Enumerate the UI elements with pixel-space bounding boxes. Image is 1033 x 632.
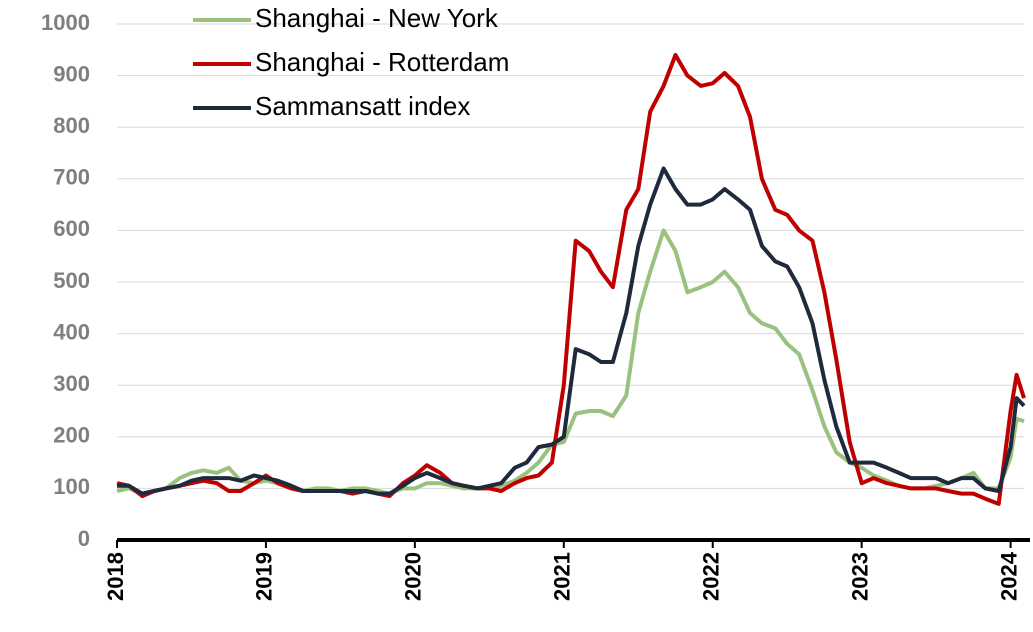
y-tick-label: 700: [53, 165, 90, 190]
y-tick-label: 900: [53, 61, 90, 86]
y-tick-label: 300: [53, 371, 90, 396]
y-tick-label: 0: [78, 526, 90, 551]
x-tick-label: 2019: [252, 552, 277, 601]
legend-label: Sammansatt index: [255, 91, 470, 121]
y-tick-label: 1000: [41, 10, 90, 35]
series-line: [117, 166, 1026, 496]
legend-label: Shanghai - New York: [255, 3, 499, 33]
legend-label: Shanghai - Rotterdam: [255, 47, 509, 77]
y-tick-label: 100: [53, 474, 90, 499]
x-tick-label: 2022: [699, 552, 724, 601]
x-tick-label: 2024: [996, 551, 1021, 601]
x-tick-label: 2020: [401, 552, 426, 601]
x-tick-label: 2018: [103, 552, 128, 601]
y-tick-label: 400: [53, 319, 90, 344]
series-line: [116, 228, 1025, 496]
y-tick-label: 500: [53, 268, 90, 293]
x-tick-label: 2023: [847, 552, 872, 601]
y-tick-label: 800: [53, 113, 90, 138]
y-tick-label: 200: [53, 423, 90, 448]
y-tick-label: 600: [53, 216, 90, 241]
x-tick-label: 2021: [550, 552, 575, 601]
